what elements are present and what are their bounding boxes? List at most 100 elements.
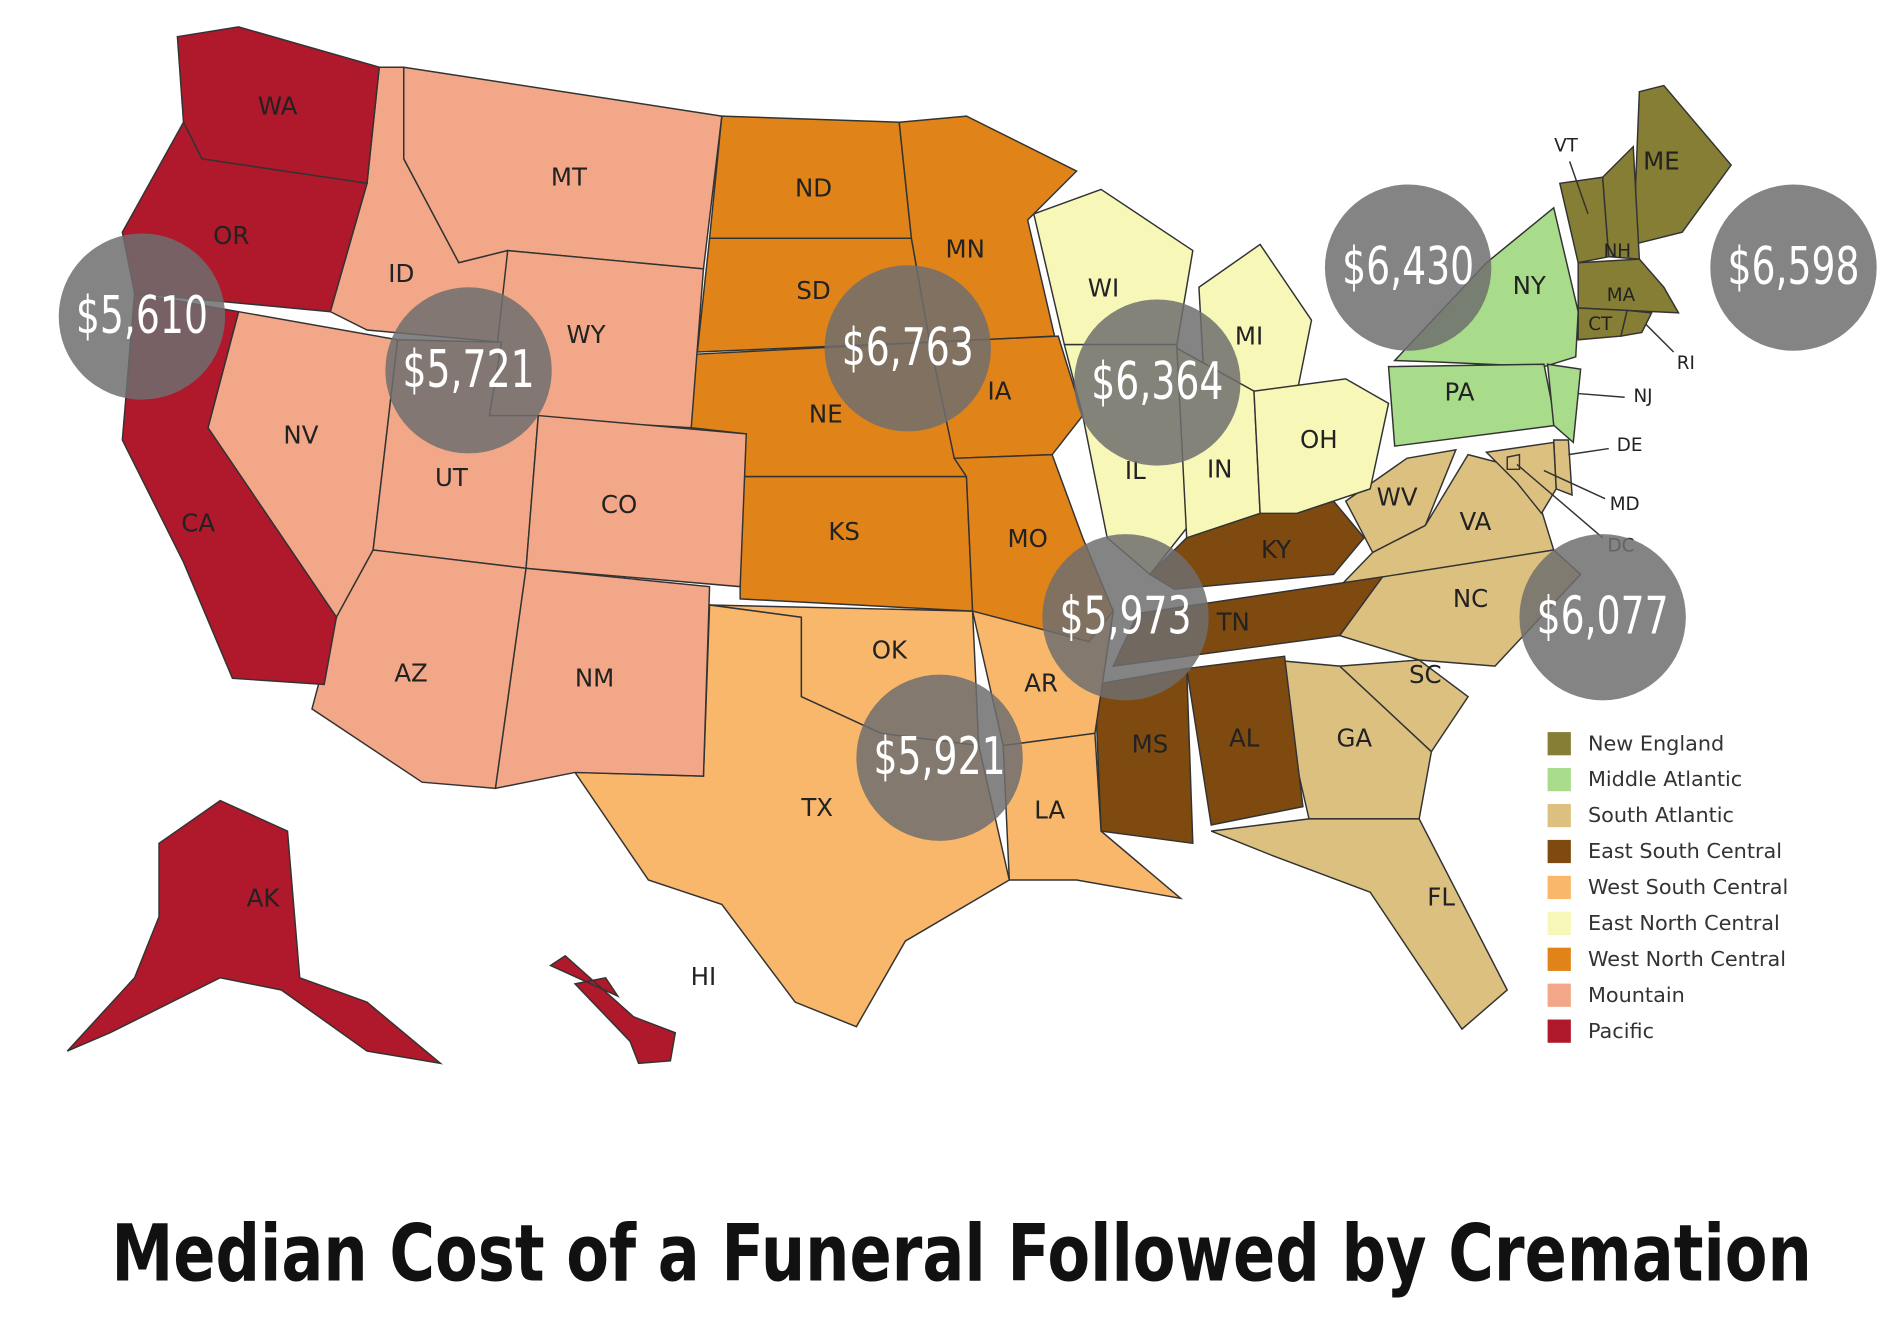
leader-line [1578, 392, 1625, 398]
state-shape [1344, 448, 1458, 554]
state-shape [1484, 441, 1557, 515]
state-label: NC [1453, 584, 1488, 613]
state-shape [525, 414, 748, 588]
state-label: ND [795, 173, 832, 202]
state-label: SD [796, 276, 830, 305]
cost-label: $6,763 [842, 318, 974, 378]
leader-line [1568, 447, 1609, 456]
state-label: NJ [1633, 386, 1652, 407]
state-label: LA [1034, 796, 1065, 825]
state-label: DE [1617, 435, 1643, 456]
state-shape [1577, 258, 1680, 314]
cost-label: $6,430 [1342, 237, 1474, 297]
cost-bubble [1074, 299, 1241, 466]
state-label: OH [1300, 425, 1338, 454]
leader-line [1568, 161, 1589, 215]
state-label: AL [1229, 723, 1260, 752]
state-shape [1271, 659, 1433, 820]
legend-label: Pacific [1588, 1019, 1654, 1043]
state-label: TN [1216, 607, 1250, 636]
state-shape [494, 567, 711, 790]
state-label: WA [258, 92, 298, 121]
state-label: IA [988, 376, 1012, 405]
legend-swatch [1547, 839, 1571, 864]
state-label: WY [566, 320, 605, 349]
state-shape [1546, 363, 1582, 444]
state-label: MI [1235, 321, 1263, 350]
cost-label: $6,364 [1091, 352, 1223, 412]
state-label: MA [1607, 285, 1636, 306]
state-shape [1620, 309, 1653, 338]
state-label: NV [283, 420, 318, 449]
legend-label: Mountain [1588, 983, 1685, 1007]
legend-swatch [1547, 1019, 1571, 1043]
state-shape [66, 799, 443, 1065]
state-shape [1185, 655, 1304, 826]
cost-bubble [824, 265, 991, 432]
state-label: IN [1207, 455, 1233, 484]
state-label: FL [1427, 882, 1455, 911]
cost-label: $5,610 [76, 286, 208, 346]
state-label: AR [1024, 668, 1058, 697]
state-label: NH [1604, 241, 1632, 262]
cost-bubble [856, 674, 1023, 841]
legend-swatch [1547, 947, 1571, 971]
state-label: VT [1554, 136, 1579, 157]
state-label: TX [800, 793, 833, 822]
cost-label: $6,598 [1727, 237, 1859, 297]
cost-bubble [1324, 184, 1492, 351]
state-label: CO [601, 490, 637, 519]
state-label: PA [1445, 378, 1475, 407]
state-shape [1506, 453, 1521, 471]
legend-label: East South Central [1588, 839, 1782, 863]
state-shape [549, 954, 677, 1065]
cost-bubble [1042, 534, 1209, 701]
legend-label: Middle Atlantic [1588, 767, 1742, 791]
state-label: ME [1643, 147, 1680, 176]
legend-label: South Atlantic [1588, 803, 1734, 827]
state-label: NY [1513, 271, 1546, 300]
state-label: MD [1610, 494, 1640, 515]
state-label: VA [1459, 507, 1491, 536]
state-label: WV [1377, 483, 1418, 512]
cost-label: $5,721 [402, 340, 534, 400]
state-shape [1558, 176, 1610, 264]
cost-bubbles: $6,598 $6,430 $6,077 $5,973 $5,921 $6,364 $6,7… [58, 184, 1877, 841]
cost-label: $5,973 [1059, 587, 1191, 647]
map-layer: MEVTNHMACTRINYPANJWVVANCSCGAFLDEMDDCKYTN… [58, 26, 1877, 1299]
state-label: OR [213, 221, 249, 250]
legend-swatch [1547, 768, 1571, 792]
legend-swatch [1547, 732, 1571, 756]
leader-line [1644, 323, 1675, 353]
cost-bubble [58, 233, 226, 400]
legend-swatch [1547, 875, 1571, 900]
state-label: UT [435, 463, 468, 492]
state-label: NM [575, 664, 614, 693]
state-label: MS [1132, 730, 1169, 759]
state-label: MN [946, 235, 985, 264]
legend-swatch [1547, 911, 1571, 935]
cost-bubble [1710, 184, 1877, 351]
legend-swatch [1547, 983, 1571, 1007]
state-labels: MEVTNHMACTRINYPANJWVVANCSCGAFLDEMDDCKYTN… [181, 92, 1695, 991]
legend: New England Middle Atlantic South Atlantic… [1547, 731, 1788, 1043]
state-shape [1253, 378, 1390, 515]
state-label: OK [872, 635, 908, 664]
leader-line [1516, 463, 1604, 539]
legend-swatch [1547, 803, 1571, 828]
leader-line [1543, 469, 1606, 500]
state-label: ID [388, 259, 414, 288]
state-label: CT [1588, 314, 1613, 335]
state-label: SC [1409, 660, 1442, 689]
cost-label: $5,921 [874, 727, 1006, 787]
state-label: NE [809, 400, 843, 429]
legend-label: West South Central [1588, 875, 1788, 899]
state-label: WI [1088, 274, 1119, 303]
state-label: AZ [394, 659, 427, 688]
cost-bubble [385, 287, 552, 454]
legend-label: West North Central [1588, 947, 1786, 971]
state-label: KY [1261, 535, 1291, 564]
state-label: AK [247, 884, 281, 913]
legend-label: New England [1588, 731, 1724, 755]
state-shape [1210, 818, 1509, 1031]
